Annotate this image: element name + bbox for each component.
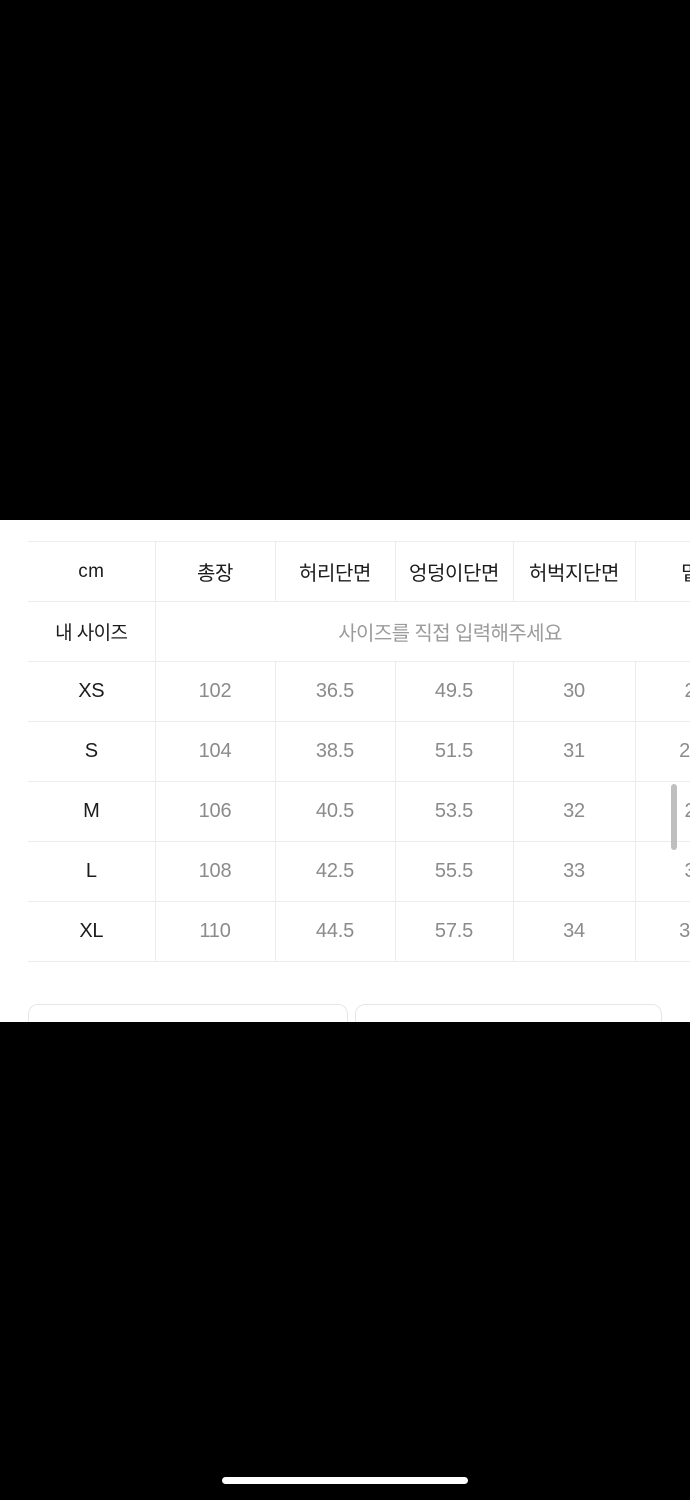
- cell-xs-hip-width: 49.5: [395, 661, 514, 722]
- size-chart-table: cm 총장 허리단면 엉덩이단면 허벅지단면 밑 내 사이즈 사이즈를 직접 입…: [28, 541, 690, 962]
- row-size-m: M: [28, 781, 156, 842]
- cell-l-rise: 3: [635, 841, 690, 902]
- row-size-xs: XS: [28, 661, 156, 722]
- cell-s-hip-width: 51.5: [395, 721, 514, 782]
- cell-xl-hip-width: 57.5: [395, 901, 514, 962]
- cell-xs-total-length: 102: [155, 661, 276, 722]
- horizontal-scrollbar-thumb[interactable]: [671, 784, 677, 850]
- header-thigh-width: 허벅지단면: [513, 541, 636, 602]
- cell-m-total-length: 106: [155, 781, 276, 842]
- letterbox-bottom: [0, 1022, 690, 1500]
- header-waist-width: 허리단면: [275, 541, 396, 602]
- cell-xl-waist-width: 44.5: [275, 901, 396, 962]
- table-row: M 106 40.5 53.5 32 2: [28, 781, 690, 842]
- cell-m-hip-width: 53.5: [395, 781, 514, 842]
- cell-s-thigh-width: 31: [513, 721, 636, 782]
- table-row: L 108 42.5 55.5 33 3: [28, 841, 690, 902]
- cell-s-total-length: 104: [155, 721, 276, 782]
- cell-xl-thigh-width: 34: [513, 901, 636, 962]
- header-rise: 밑: [635, 541, 690, 602]
- bottom-button-row: [0, 1004, 690, 1022]
- row-size-s: S: [28, 721, 156, 782]
- header-total-length: 총장: [155, 541, 276, 602]
- cell-s-rise: 28: [635, 721, 690, 782]
- bottom-left-button[interactable]: [28, 1004, 348, 1022]
- table-row: S 104 38.5 51.5 31 28: [28, 721, 690, 782]
- letterbox-top: [0, 0, 690, 520]
- cell-xl-rise: 30: [635, 901, 690, 962]
- cell-m-waist-width: 40.5: [275, 781, 396, 842]
- bottom-right-button[interactable]: [355, 1004, 662, 1022]
- cell-l-hip-width: 55.5: [395, 841, 514, 902]
- cell-s-waist-width: 38.5: [275, 721, 396, 782]
- cell-xl-total-length: 110: [155, 901, 276, 962]
- home-indicator[interactable]: [222, 1477, 468, 1484]
- table-header-row: cm 총장 허리단면 엉덩이단면 허벅지단면 밑: [28, 541, 690, 602]
- cell-xs-rise: 2: [635, 661, 690, 722]
- cell-l-waist-width: 42.5: [275, 841, 396, 902]
- my-size-input[interactable]: 사이즈를 직접 입력해주세요: [155, 601, 690, 662]
- size-chart-viewport: cm 총장 허리단면 엉덩이단면 허벅지단면 밑 내 사이즈 사이즈를 직접 입…: [0, 520, 690, 1022]
- cell-m-rise: 2: [635, 781, 690, 842]
- cell-xs-thigh-width: 30: [513, 661, 636, 722]
- header-unit: cm: [28, 541, 156, 602]
- cell-l-total-length: 108: [155, 841, 276, 902]
- my-size-row[interactable]: 내 사이즈 사이즈를 직접 입력해주세요: [28, 601, 690, 662]
- cell-m-thigh-width: 32: [513, 781, 636, 842]
- table-row: XL 110 44.5 57.5 34 30: [28, 901, 690, 962]
- cell-l-thigh-width: 33: [513, 841, 636, 902]
- row-size-xl: XL: [28, 901, 156, 962]
- my-size-label: 내 사이즈: [28, 601, 156, 662]
- cell-xs-waist-width: 36.5: [275, 661, 396, 722]
- header-hip-width: 엉덩이단면: [395, 541, 514, 602]
- table-row: XS 102 36.5 49.5 30 2: [28, 661, 690, 722]
- row-size-l: L: [28, 841, 156, 902]
